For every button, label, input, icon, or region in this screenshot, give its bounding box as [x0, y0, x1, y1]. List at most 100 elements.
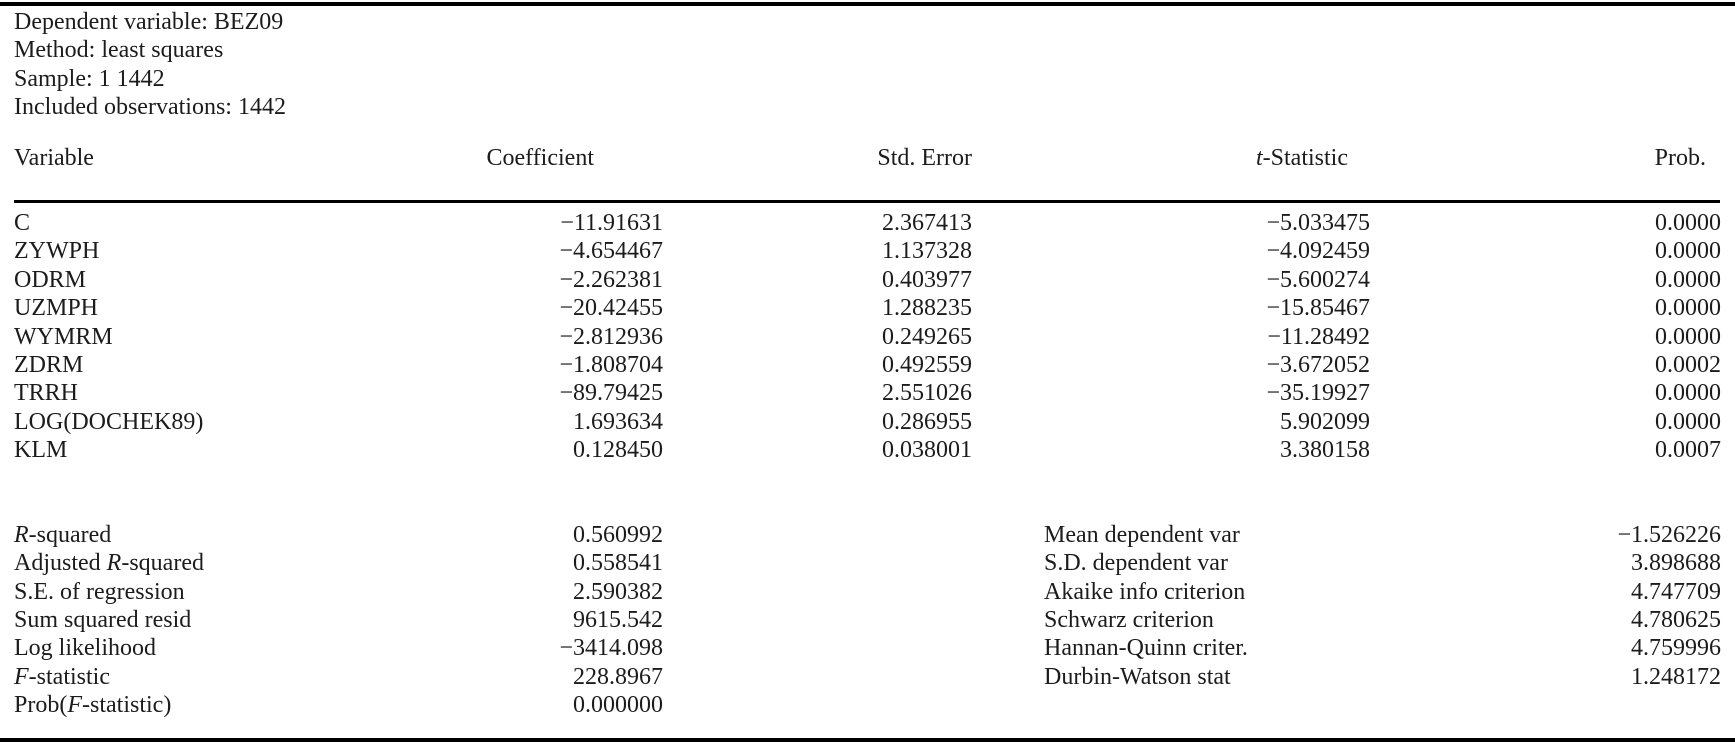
table-body: C −11.91631 2.367413 −5.033475 0.0000 ZY…	[14, 209, 1721, 465]
summary-row: Sum squared resid 9615.542 Schwarz crite…	[14, 606, 1721, 634]
col-header-std-error: Std. Error	[877, 144, 972, 171]
cell-variable: TRRH	[14, 380, 79, 407]
summary-label-right: Akaike info criterion	[1044, 578, 1246, 605]
cell-t-statistic: 5.902099	[1280, 408, 1370, 435]
summary-value-left: −3414.098	[559, 635, 663, 662]
summary-row: S.E. of regression 2.590382 Akaike info …	[14, 578, 1721, 606]
cell-t-statistic: −15.85467	[1266, 295, 1370, 322]
table-row: ODRM −2.262381 0.403977 −5.600274 0.0000	[14, 266, 1721, 294]
cell-coefficient: 1.693634	[573, 408, 663, 435]
cell-std-error: 0.038001	[882, 437, 972, 464]
summary-value-right: 3.898688	[1631, 550, 1721, 577]
cell-variable: ODRM	[14, 266, 87, 293]
cell-std-error: 1.137328	[882, 238, 972, 265]
cell-coefficient: −2.262381	[559, 266, 663, 293]
cell-prob: 0.0000	[1655, 323, 1721, 350]
cell-prob: 0.0000	[1655, 380, 1721, 407]
summary-row: Prob(F-statistic) 0.000000	[14, 691, 1720, 719]
table-row: LOG(DOCHEK89) 1.693634 0.286955 5.902099…	[14, 408, 1721, 436]
cell-std-error: 0.403977	[882, 266, 972, 293]
summary-label-left: Sum squared resid	[14, 606, 192, 633]
summary-label-left: F-statistic	[14, 663, 110, 690]
cell-coefficient: −1.808704	[559, 352, 663, 379]
cell-prob: 0.0000	[1655, 210, 1721, 237]
summary-stats: R-squared 0.560992 Mean dependent var −1…	[14, 521, 1721, 720]
summary-spacer	[663, 606, 1044, 634]
table-row: UZMPH −20.42455 1.288235 −15.85467 0.000…	[14, 294, 1721, 322]
cell-std-error: 1.288235	[882, 295, 972, 322]
summary-label-right: Hannan-Quinn criter.	[1044, 635, 1248, 662]
cell-prob: 0.0000	[1655, 238, 1721, 265]
cell-coefficient: 0.128450	[573, 437, 663, 464]
cell-t-statistic: −5.600274	[1266, 266, 1370, 293]
cell-std-error: 2.367413	[882, 210, 972, 237]
col-header-coefficient: Coefficient	[486, 144, 594, 171]
cell-variable: LOG(DOCHEK89)	[14, 408, 204, 435]
cell-coefficient: −20.42455	[559, 295, 663, 322]
summary-label-left: R-squared	[14, 521, 112, 548]
col-header-variable: Variable	[14, 144, 94, 171]
observations-line: Included observations: 1442	[14, 94, 286, 121]
col-header-t-statistic: t-Statistic	[1256, 144, 1348, 171]
cell-t-statistic: 3.380158	[1280, 437, 1370, 464]
header-rule	[14, 200, 1720, 204]
cell-variable: ZYWPH	[14, 238, 100, 265]
cell-t-statistic: −11.28492	[1267, 323, 1370, 350]
dependent-variable-line: Dependent variable: BEZ09	[14, 9, 284, 35]
model-info: Dependent variable: BEZ09 Method: least …	[14, 8, 1720, 122]
summary-row: Adjusted R-squared 0.558541 S.D. depende…	[14, 549, 1721, 577]
summary-value-right: −1.526226	[1617, 521, 1721, 548]
cell-prob: 0.0002	[1655, 352, 1721, 379]
summary-value-right: 4.747709	[1631, 578, 1721, 605]
table-row: WYMRM −2.812936 0.249265 −11.28492 0.000…	[14, 323, 1721, 351]
summary-value-right: 1.248172	[1631, 663, 1721, 690]
table-row: KLM 0.128450 0.038001 3.380158 0.0007	[14, 436, 1721, 464]
table-row: ZDRM −1.808704 0.492559 −3.672052 0.0002	[14, 351, 1721, 379]
summary-row: F-statistic 228.8967 Durbin-Watson stat …	[14, 663, 1721, 691]
summary-value-left: 2.590382	[573, 578, 663, 605]
summary-label-right: Durbin-Watson stat	[1044, 663, 1231, 690]
cell-variable: WYMRM	[14, 323, 113, 350]
table-row: TRRH −89.79425 2.551026 −35.19927 0.0000	[14, 379, 1721, 407]
summary-label-right: Mean dependent var	[1044, 521, 1240, 548]
summary-row: R-squared 0.560992 Mean dependent var −1…	[14, 521, 1721, 549]
summary-value-left: 0.560992	[573, 521, 663, 548]
cell-std-error: 0.249265	[882, 323, 972, 350]
summary-value-right	[1480, 691, 1721, 719]
cell-std-error: 0.286955	[882, 408, 972, 435]
summary-label-left: Prob(F-statistic)	[14, 692, 172, 719]
summary-spacer	[663, 578, 1044, 606]
cell-prob: 0.0007	[1655, 437, 1721, 464]
table-row: ZYWPH −4.654467 1.137328 −4.092459 0.000…	[14, 237, 1721, 265]
cell-std-error: 2.551026	[882, 380, 972, 407]
summary-label-right: Schwarz criterion	[1044, 606, 1214, 633]
cell-prob: 0.0000	[1655, 266, 1721, 293]
summary-spacer	[663, 634, 1044, 662]
cell-variable: ZDRM	[14, 352, 84, 379]
summary-value-right: 4.780625	[1631, 606, 1721, 633]
summary-value-left: 9615.542	[573, 606, 663, 633]
cell-t-statistic: −5.033475	[1266, 210, 1370, 237]
summary-value-right: 4.759996	[1631, 635, 1721, 662]
cell-coefficient: −11.91631	[560, 210, 663, 237]
summary-value-left: 0.000000	[573, 692, 663, 719]
cell-prob: 0.0000	[1655, 408, 1721, 435]
cell-variable: C	[14, 210, 31, 237]
cell-coefficient: −2.812936	[559, 323, 663, 350]
cell-std-error: 0.492559	[882, 352, 972, 379]
summary-label-right: S.D. dependent var	[1044, 550, 1228, 577]
summary-spacer	[663, 549, 1044, 577]
summary-label-right	[1044, 691, 1480, 719]
summary-label-left: Log likelihood	[14, 635, 156, 662]
cell-coefficient: −4.654467	[559, 238, 663, 265]
cell-variable: UZMPH	[14, 295, 99, 322]
summary-row: Log likelihood −3414.098 Hannan-Quinn cr…	[14, 634, 1721, 662]
col-header-prob: Prob.	[1654, 144, 1706, 171]
cell-t-statistic: −35.19927	[1266, 380, 1370, 407]
column-header-row: Variable Coefficient Std. Error t-Statis…	[14, 144, 1720, 172]
summary-spacer	[663, 663, 1044, 691]
summary-spacer	[663, 691, 1044, 719]
summary-value-left: 228.8967	[573, 663, 663, 690]
cell-t-statistic: −4.092459	[1266, 238, 1370, 265]
